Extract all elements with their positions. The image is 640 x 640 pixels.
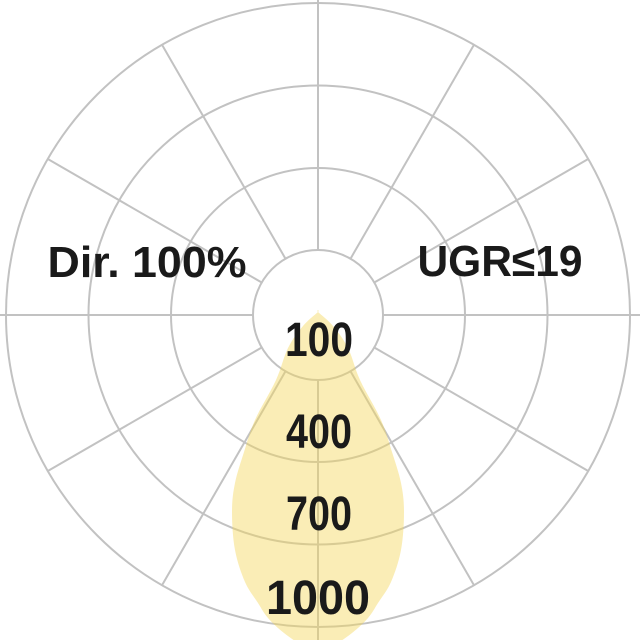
ring-label-100: 100 (285, 314, 353, 367)
annotation-direct-share: Dir. 100% (48, 238, 247, 287)
grid-spoke-300deg (47, 158, 263, 284)
beam-lobe-group (232, 310, 404, 640)
grid-spoke-120deg (373, 346, 589, 472)
ring-label-700: 700 (286, 488, 352, 541)
beam-distribution-shape (232, 310, 404, 640)
grid-spoke-330deg (161, 44, 287, 260)
grid-spoke-30deg (349, 44, 475, 260)
grid-spoke-210deg (161, 370, 287, 586)
annotation-ugr-rating: UGR≤19 (418, 237, 583, 286)
grid-spoke-150deg (349, 370, 475, 586)
ring-label-1000: 1000 (266, 572, 370, 625)
grid-spoke-60deg (373, 158, 589, 284)
grid-spoke-240deg (47, 346, 263, 472)
ring-label-400: 400 (286, 406, 352, 459)
